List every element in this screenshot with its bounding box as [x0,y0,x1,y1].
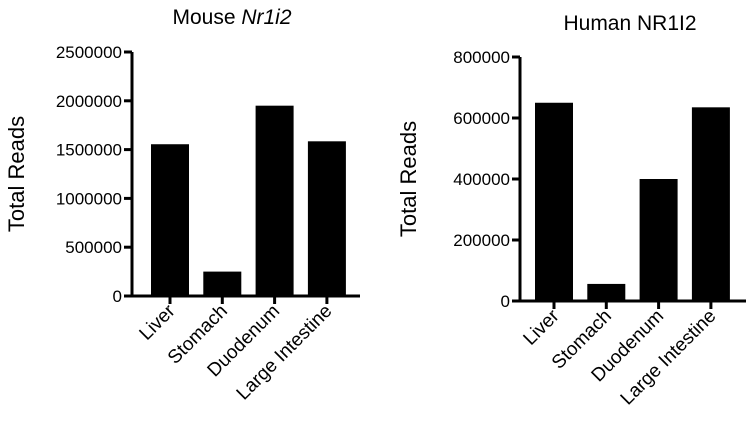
y-axis-label: Total Reads [4,116,29,232]
chart-panel-1: Mouse Nr1i2 Total Reads 0 500000 1000000 1500… [4,6,360,404]
x-tick-label: Large Intestine [617,306,721,410]
x-tick-label: Large Intestine [233,301,337,405]
bar-stomach [587,283,626,301]
chart-title-text: Human NR1I2 [563,12,696,35]
bar-stomach [203,271,242,296]
y-axis-label: Total Reads [396,121,421,237]
chart-title-text: Mouse [172,6,241,29]
bar-large-intestine [307,141,346,296]
y-tick-label: 600000 [453,109,510,128]
y-tick-label: 400000 [453,170,510,189]
chart-title: Mouse Nr1i2 [172,6,291,29]
y-tick-label: 500000 [65,238,122,257]
bar-duodenum [639,179,678,301]
chart-title-italic: Nr1i2 [241,6,292,29]
bar-liver [151,144,189,296]
y-tick-label: 800000 [453,48,510,67]
x-tick-label: Liver [520,305,564,349]
y-tick-label: 2500000 [56,43,122,62]
bar-duodenum [255,105,294,297]
y-tick-label: 200000 [453,231,510,250]
y-tick-label: 1000000 [56,189,122,208]
y-tick-label: 2000000 [56,92,122,111]
x-tick-label: Liver [136,300,180,344]
y-tick-label: 0 [113,287,122,306]
chart-panel-2: Human NR1I2 Total Reads 0 200000 400000 60000… [396,12,746,409]
y-tick-label: 1500000 [56,141,122,160]
chart-title: Human NR1I2 [563,12,696,35]
bar-liver [535,102,573,301]
bar-large-intestine [691,107,730,301]
y-tick-label: 0 [501,292,510,311]
